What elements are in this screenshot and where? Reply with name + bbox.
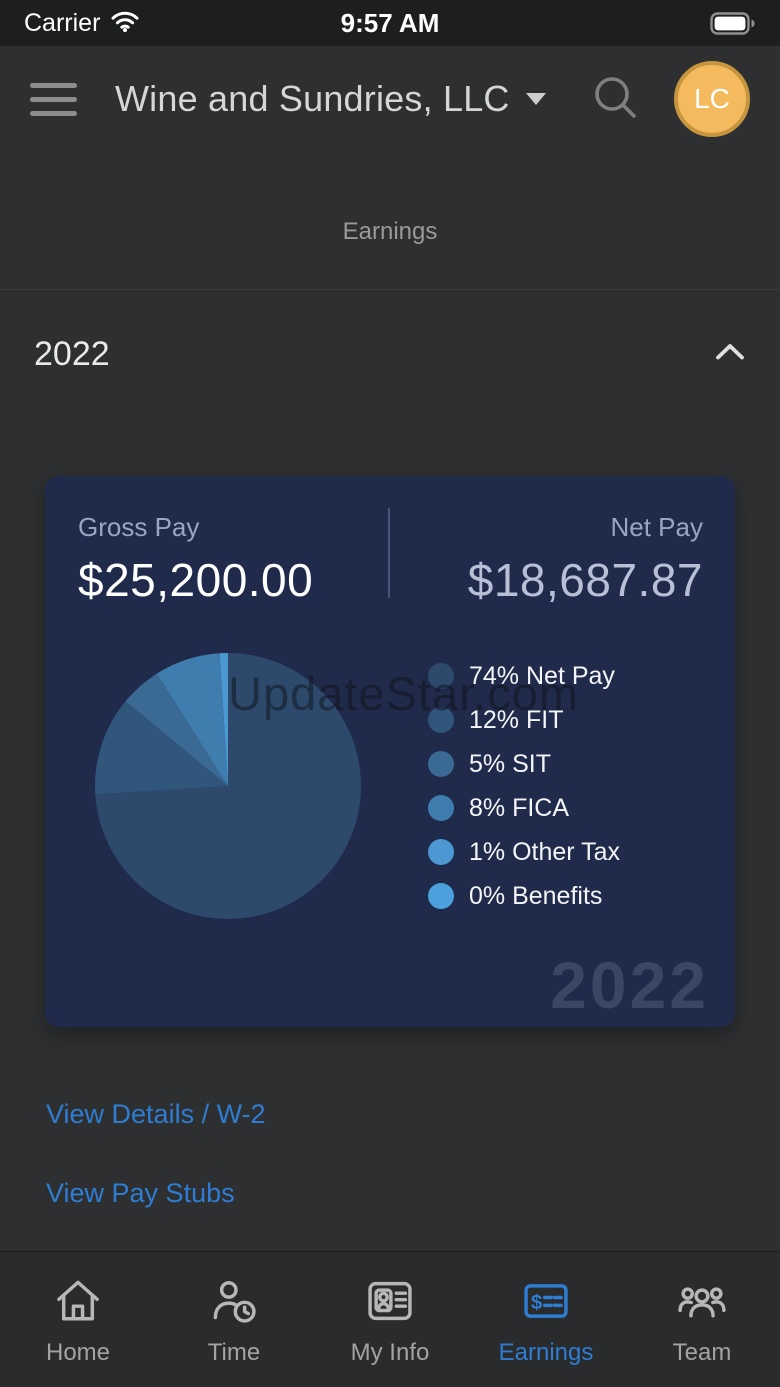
- nav-item-my-info[interactable]: My Info: [312, 1252, 468, 1387]
- vertical-divider: [388, 508, 390, 598]
- pie-legend: 74% Net Pay 12% FIT 5% SIT 8% FICA 1% Other …: [428, 654, 620, 918]
- nav-item-team[interactable]: Team: [624, 1252, 780, 1387]
- bottom-nav: Home Time: [0, 1251, 780, 1387]
- earnings-pie-chart: [95, 653, 361, 919]
- chevron-up-icon[interactable]: [714, 341, 746, 367]
- nav-item-time[interactable]: Time: [156, 1252, 312, 1387]
- legend-label: 12% FIT: [469, 705, 564, 734]
- legend-item: 1% Other Tax: [428, 830, 620, 874]
- legend-item: 12% FIT: [428, 698, 620, 742]
- company-selector[interactable]: Wine and Sundries, LLC: [115, 78, 546, 120]
- legend-label: 1% Other Tax: [469, 837, 621, 866]
- net-pay-block: Net Pay $18,687.87: [468, 512, 703, 607]
- earnings-summary-card: Gross Pay $25,200.00 Net Pay $18,687.87 …: [45, 476, 735, 1027]
- legend-dot: [428, 663, 454, 689]
- year-label: 2022: [34, 334, 110, 373]
- links-section: View Details / W-2 View Pay Stubs: [46, 1099, 734, 1209]
- net-pay-label: Net Pay: [610, 512, 704, 542]
- page-title: Earnings: [342, 217, 438, 245]
- nav-label: Team: [672, 1338, 732, 1366]
- legend-label: 74% Net Pay: [469, 661, 615, 690]
- view-details-w2-link[interactable]: View Details / W-2: [46, 1099, 266, 1129]
- legend-label: 8% FICA: [469, 793, 570, 822]
- legend-item: 74% Net Pay: [428, 654, 620, 698]
- nav-item-home[interactable]: Home: [0, 1252, 156, 1387]
- legend-dot: [428, 839, 454, 865]
- gross-pay-block: Gross Pay $25,200.00: [78, 512, 313, 607]
- avatar[interactable]: LC: [674, 61, 750, 137]
- clock-time: 9:57 AM: [340, 7, 440, 38]
- legend-label: 0% Benefits: [469, 881, 603, 910]
- legend-dot: [428, 795, 454, 821]
- svg-text:$: $: [531, 1290, 543, 1313]
- page-title-row: Earnings: [0, 152, 780, 290]
- pie-slice-fit: [95, 701, 228, 795]
- legend-dot: [428, 707, 454, 733]
- nav-label: Time: [207, 1338, 261, 1366]
- card-year-watermark: 2022: [550, 948, 709, 1022]
- company-name: Wine and Sundries, LLC: [115, 78, 510, 119]
- pie-slice-sit: [125, 673, 228, 786]
- earnings-icon: $: [520, 1275, 572, 1327]
- legend-dot: [428, 751, 454, 777]
- search-icon[interactable]: [590, 72, 644, 126]
- chevron-down-icon: [525, 93, 546, 105]
- legend-item: 5% SIT: [428, 742, 620, 786]
- avatar-initials: LC: [694, 83, 730, 114]
- nav-label: My Info: [350, 1338, 430, 1366]
- my-info-icon: [364, 1275, 416, 1327]
- net-pay-value: $18,687.87: [467, 554, 703, 606]
- wifi-icon: [110, 9, 140, 38]
- gross-pay-label: Gross Pay: [78, 512, 200, 542]
- carrier-label: Carrier: [24, 8, 101, 37]
- status-bar: Carrier 9:57 AM: [0, 0, 780, 46]
- view-pay-stubs-link[interactable]: View Pay Stubs: [46, 1178, 235, 1208]
- battery-icon: [710, 11, 756, 35]
- legend-item: 0% Benefits: [428, 874, 620, 918]
- year-section-header[interactable]: 2022: [34, 322, 746, 386]
- pie-slice-fica: [156, 653, 228, 786]
- time-icon: [208, 1275, 260, 1327]
- nav-label: Earnings: [498, 1338, 594, 1366]
- menu-icon[interactable]: [30, 82, 77, 116]
- nav-item-earnings[interactable]: $ Earnings: [468, 1252, 624, 1387]
- gross-pay-value: $25,200.00: [78, 554, 314, 606]
- pie-slice-other-tax: [219, 653, 228, 786]
- pie-slice-net-pay: [95, 653, 361, 919]
- team-icon: [676, 1275, 728, 1327]
- home-icon: [52, 1275, 104, 1327]
- nav-label: Home: [45, 1338, 111, 1366]
- legend-item: 8% FICA: [428, 786, 620, 830]
- pay-summary-row: Gross Pay $25,200.00 Net Pay $18,687.87: [45, 476, 735, 607]
- legend-label: 5% SIT: [469, 749, 551, 778]
- app-header: Wine and Sundries, LLC LC: [0, 46, 780, 152]
- legend-dot: [428, 883, 454, 909]
